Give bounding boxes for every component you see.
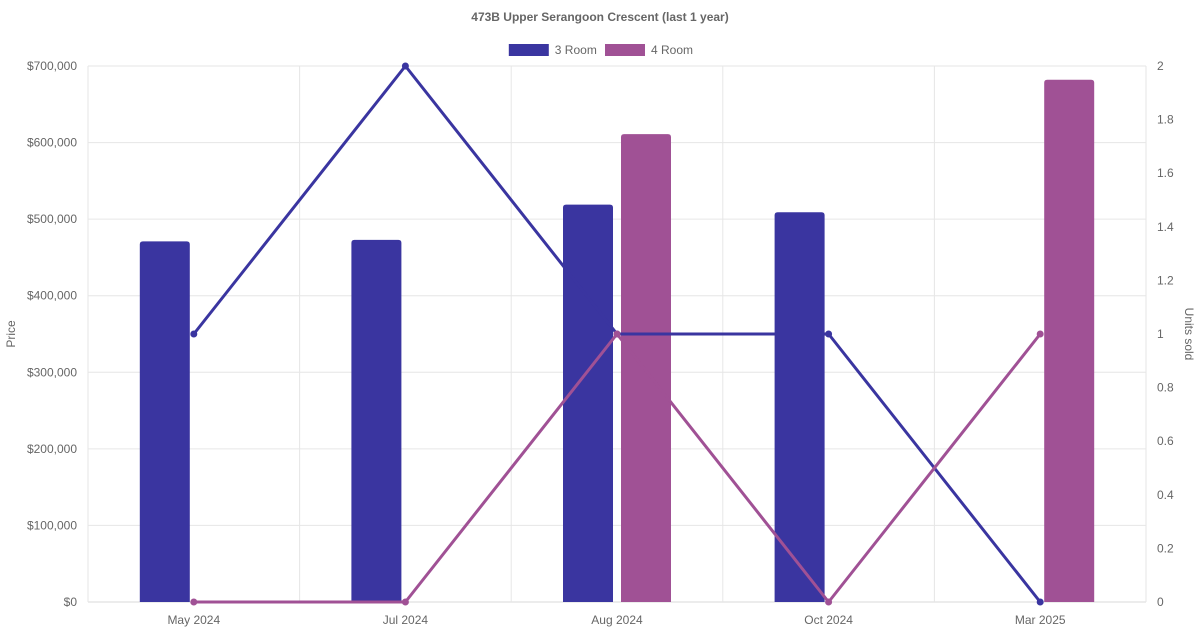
right-tick-label: 0.4 (1157, 488, 1174, 502)
right-tick-label: 2 (1157, 59, 1164, 73)
left-axis-title: Price (4, 320, 18, 348)
left-tick-label: $0 (64, 595, 78, 609)
point-3-room (825, 330, 833, 338)
legend: 3 Room 4 Room (508, 43, 693, 57)
x-tick-label: May 2024 (167, 613, 220, 627)
right-axis-title: Units sold (1182, 308, 1196, 361)
right-tick-label: 1.2 (1157, 273, 1174, 287)
right-tick-label: 0 (1157, 595, 1164, 609)
left-tick-label: $700,000 (27, 59, 77, 73)
legend-item-4-room[interactable]: 4 Room (605, 43, 693, 57)
right-tick-label: 1.4 (1157, 220, 1174, 234)
right-tick-label: 0.8 (1157, 381, 1174, 395)
left-tick-label: $100,000 (27, 518, 77, 532)
right-tick-label: 1.8 (1157, 113, 1174, 127)
x-tick-label: Aug 2024 (591, 613, 643, 627)
point-4-room (825, 598, 833, 606)
legend-item-3-room[interactable]: 3 Room (508, 43, 597, 57)
legend-label: 4 Room (651, 43, 693, 57)
grid (87, 65, 1147, 603)
bar-4-room (1044, 79, 1095, 603)
right-tick-label: 1 (1157, 327, 1164, 341)
right-tick-label: 0.6 (1157, 434, 1174, 448)
point-4-room (190, 598, 198, 606)
unit-lines (190, 62, 1044, 606)
bar-3-room (774, 212, 825, 602)
left-tick-label: $500,000 (27, 212, 77, 226)
point-3-room (1036, 598, 1044, 606)
point-4-room (1036, 330, 1044, 338)
line-4-room (193, 332, 1042, 604)
right-tick-label: 0.2 (1157, 541, 1174, 555)
point-4-room (613, 330, 621, 338)
right-tick-label: 1.6 (1157, 166, 1174, 180)
point-3-room (401, 62, 409, 70)
x-tick-label: Mar 2025 (1015, 613, 1066, 627)
legend-swatch (605, 44, 645, 56)
legend-label: 3 Room (555, 43, 597, 57)
x-tick-label: Oct 2024 (804, 613, 853, 627)
x-axis-ticks: May 2024 Jul 2024 Aug 2024 Oct 2024 Mar 2025 (167, 613, 1065, 627)
bar-3-room (563, 204, 613, 602)
right-axis-ticks: 0 0.2 0.4 0.6 0.8 1 1.2 1.4 1.6 1.8 2 (1157, 59, 1174, 609)
left-tick-label: $300,000 (27, 365, 77, 379)
point-3-room (190, 330, 198, 338)
left-tick-label: $200,000 (27, 442, 77, 456)
legend-swatch (508, 44, 549, 56)
bars (139, 79, 1095, 603)
bar-4-room (621, 134, 671, 603)
chart-title: 473B Upper Serangoon Crescent (last 1 ye… (471, 10, 728, 24)
x-tick-label: Jul 2024 (383, 613, 429, 627)
left-tick-label: $600,000 (27, 136, 77, 150)
bar-3-room (139, 241, 190, 602)
bar-3-room (351, 239, 402, 602)
left-axis-ticks: $0 $100,000 $200,000 $300,000 $400,000 $500,0… (27, 59, 77, 609)
point-4-room (401, 598, 409, 606)
left-tick-label: $400,000 (27, 289, 77, 303)
